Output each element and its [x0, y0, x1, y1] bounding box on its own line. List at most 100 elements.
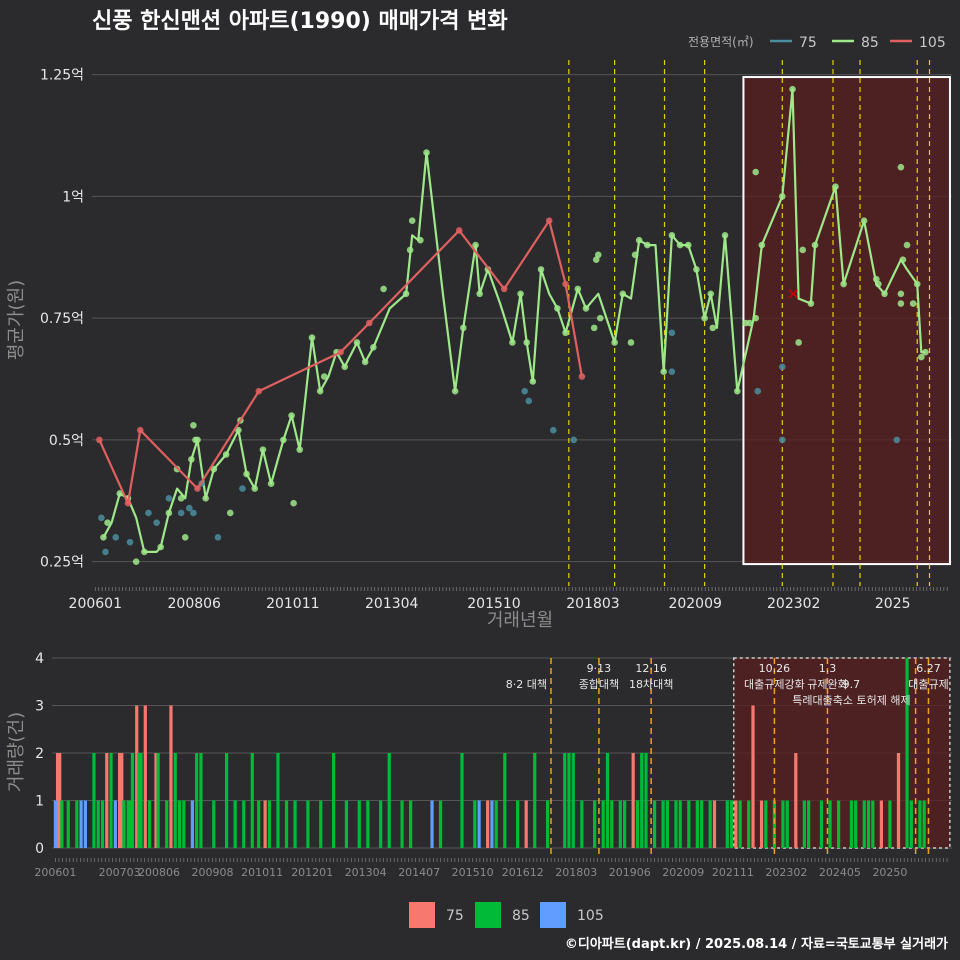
data-point-85 [840, 280, 847, 288]
volume-bar-85 [267, 800, 272, 848]
y-tick-label: 1.25억 [40, 68, 84, 84]
data-point-105 [455, 227, 463, 234]
data-point-75 [549, 426, 557, 434]
volume-bar-75 [263, 800, 267, 848]
data-point-75 [145, 509, 152, 517]
volume-bar-85 [137, 753, 141, 848]
data-point-85 [417, 236, 424, 244]
volume-bar-85 [601, 800, 605, 848]
data-point-85 [165, 509, 173, 517]
volume-bar-105 [83, 800, 87, 848]
volume-bar-85 [109, 753, 113, 848]
data-point-85 [709, 324, 717, 332]
x-tick-label: 201803 [566, 596, 619, 612]
bottom-legend-label-85: 85 [512, 908, 530, 924]
volume-bar-85 [130, 753, 135, 848]
volume-bar-85 [195, 753, 199, 848]
volume-bar-85 [379, 800, 383, 848]
x-tick-label: 200806 [168, 596, 222, 612]
data-point-85 [509, 339, 516, 346]
data-point-85 [758, 241, 766, 249]
volume-bar-105 [190, 800, 194, 848]
volume-x-tick-label: 202405 [819, 866, 861, 879]
volume-bar-85 [319, 800, 323, 848]
volume-bar-75 [751, 705, 755, 848]
volume-bar-85 [126, 800, 130, 848]
data-point-85 [226, 509, 234, 517]
volume-bar-85 [567, 753, 571, 848]
data-point-85 [597, 314, 604, 322]
data-point-75 [190, 509, 197, 517]
volume-x-tick-label: 20250 [872, 866, 907, 879]
data-point-75 [102, 548, 109, 556]
policy-event-label: 1.3 [819, 662, 837, 675]
data-point-85 [778, 193, 786, 200]
data-point-85 [881, 290, 888, 298]
data-point-75 [112, 533, 120, 541]
x-tick-label: 200601 [69, 596, 122, 612]
volume-bar-85 [580, 800, 584, 848]
data-point-75 [778, 436, 786, 444]
policy-event-label: 규제완화 [807, 678, 847, 691]
volume-bar-85 [96, 800, 100, 848]
data-point-105 [96, 436, 103, 444]
data-point-75 [668, 329, 676, 337]
volume-bar-85 [700, 800, 704, 848]
y-tick-label: 0.75억 [40, 311, 84, 327]
volume-bar-85 [357, 800, 361, 848]
data-point-85 [554, 305, 561, 312]
chart-title: 신풍 한신맨션 아파트(1990) 매매가격 변화 [92, 9, 508, 34]
data-point-85 [707, 290, 715, 298]
volume-bar-85 [563, 753, 567, 848]
data-point-105 [124, 499, 132, 507]
data-point-85 [132, 558, 140, 565]
volume-bar-75 [143, 705, 147, 848]
bottom-legend-swatch-75 [409, 902, 435, 928]
data-point-85 [181, 533, 189, 541]
series-line-85 [102, 88, 926, 553]
volume-bar-85 [177, 800, 182, 848]
data-point-85 [562, 329, 569, 337]
volume-bar-85 [276, 753, 280, 848]
volume-bar-85 [674, 800, 678, 848]
data-point-105 [194, 485, 201, 492]
highlight-box [742, 76, 951, 566]
volume-bar-85 [593, 800, 597, 848]
data-point-85 [721, 232, 729, 239]
data-point-85 [406, 246, 414, 254]
bottom-legend: 75 85 105 [409, 902, 604, 928]
data-point-85 [899, 256, 907, 263]
data-point-85 [251, 485, 259, 492]
volume-bar-85 [725, 800, 729, 848]
volume-y-axis-title: 거래량(건) [6, 712, 27, 792]
volume-bar-85 [802, 800, 806, 848]
data-point-105 [337, 348, 344, 356]
legend-label-85: 85 [861, 35, 879, 51]
source-caption: ©디아파트(dapt.kr) / 2025.08.14 / 자료=국토교통부 실… [565, 936, 948, 952]
data-point-85 [100, 533, 107, 541]
data-point-85 [644, 241, 651, 249]
volume-x-tick-label: 200703 [99, 866, 141, 879]
volume-bar-75 [759, 800, 764, 848]
data-point-85 [116, 490, 124, 497]
data-point-85 [222, 451, 230, 458]
volume-highlight-box [732, 657, 951, 849]
data-point-105 [500, 285, 508, 293]
volume-bar-85 [199, 753, 203, 848]
volume-x-tick-label: 200601 [34, 866, 76, 879]
data-point-75 [177, 509, 185, 517]
volume-bar-85 [147, 800, 152, 848]
volume-y-tick-label: 1 [35, 794, 44, 810]
x-marker [788, 289, 798, 299]
volume-bar-85 [182, 800, 186, 848]
volume-bar-85 [284, 800, 289, 848]
data-point-85 [832, 183, 839, 190]
x-tick-label: 202009 [668, 596, 721, 612]
policy-event-label: 9.7 [843, 678, 861, 691]
volume-bar-75 [896, 753, 901, 848]
data-point-85 [746, 319, 753, 327]
volume-bar-85 [909, 800, 913, 848]
data-point-85 [308, 334, 316, 341]
volume-bar-85 [888, 800, 892, 848]
data-point-75 [126, 538, 134, 546]
